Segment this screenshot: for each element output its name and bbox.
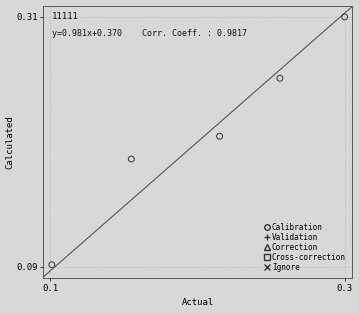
X-axis label: Actual: Actual <box>181 298 214 307</box>
Point <box>217 134 223 139</box>
Point <box>129 156 134 162</box>
Legend: Calibration, Validation, Correction, Cross-correction, Ignore: Calibration, Validation, Correction, Cro… <box>261 220 348 275</box>
Y-axis label: Calculated: Calculated <box>5 115 15 169</box>
Point <box>277 76 283 81</box>
Point <box>49 262 55 267</box>
Text: y=0.981x+0.370    Corr. Coeff. : 0.9817: y=0.981x+0.370 Corr. Coeff. : 0.9817 <box>52 29 247 38</box>
Text: 11111: 11111 <box>52 13 79 21</box>
Point <box>342 14 348 19</box>
